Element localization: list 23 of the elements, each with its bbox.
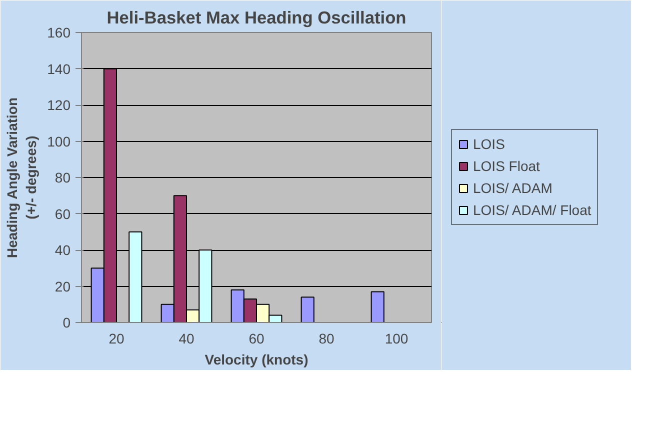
x-tick-label: 100 <box>384 330 408 346</box>
y-tick-label: 20 <box>54 278 71 294</box>
bar <box>370 291 384 322</box>
x-tick-label: 80 <box>318 330 334 346</box>
y-tick-label: 0 <box>62 314 71 330</box>
legend-label: LOIS/ ADAM/ Float <box>473 202 592 218</box>
legend-label: LOIS/ ADAM <box>473 180 552 196</box>
y-tick-label: 160 <box>47 24 71 40</box>
legend-label: LOIS <box>473 136 505 152</box>
y-tick-label: 40 <box>54 242 71 258</box>
x-tick-label: 20 <box>108 330 124 346</box>
y-tick-label: 100 <box>47 133 71 150</box>
bar <box>300 296 314 322</box>
y-axis-title: Heading Angle Variation (+/- degrees) <box>4 98 40 258</box>
legend-label: LOIS Float <box>473 158 540 174</box>
y-tick-label: 120 <box>47 97 71 113</box>
y-tick-label: 80 <box>54 170 71 186</box>
x-tick-label: 40 <box>178 330 194 346</box>
chart-title: Heli-Basket Max Heading Oscillation <box>106 8 406 28</box>
x-axis-title: Velocity (knots) <box>204 352 308 368</box>
x-tick-label: 60 <box>248 330 264 346</box>
y-tick-label: 140 <box>47 60 71 77</box>
y-tick-label: 60 <box>54 206 71 222</box>
